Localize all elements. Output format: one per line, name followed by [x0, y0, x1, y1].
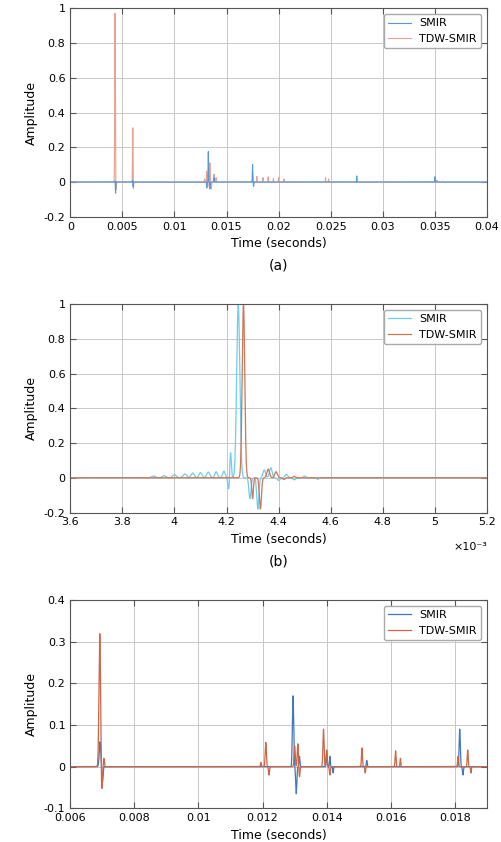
SMIR	[405, 177, 411, 187]
SMIR	[379, 177, 385, 187]
TDW-SMIR	[421, 177, 427, 187]
SMIR	[200, 177, 206, 187]
SMIR	[290, 690, 296, 701]
TDW-SMIR	[113, 184, 119, 195]
TDW-SMIR	[97, 629, 103, 639]
Line: TDW-SMIR: TDW-SMIR	[70, 304, 486, 509]
SMIR	[282, 762, 288, 772]
SMIR	[421, 177, 427, 187]
Line: SMIR: SMIR	[70, 304, 486, 509]
TDW-SMIR	[435, 177, 441, 187]
Line: SMIR: SMIR	[70, 695, 486, 794]
SMIR	[67, 762, 73, 772]
X-axis label: Time (seconds): Time (seconds)	[230, 829, 326, 842]
Y-axis label: Amplitude: Amplitude	[25, 376, 38, 440]
SMIR	[466, 472, 472, 482]
TDW-SMIR	[483, 762, 489, 772]
Legend: SMIR, TDW-SMIR: SMIR, TDW-SMIR	[383, 605, 480, 640]
SMIR	[235, 299, 241, 309]
SMIR	[112, 188, 118, 198]
X-axis label: Time (seconds): Time (seconds)	[230, 533, 326, 546]
TDW-SMIR	[240, 299, 246, 309]
TDW-SMIR	[398, 472, 404, 482]
Line: TDW-SMIR: TDW-SMIR	[70, 13, 486, 189]
TDW-SMIR	[94, 760, 100, 770]
TDW-SMIR	[405, 177, 411, 187]
TDW-SMIR	[282, 762, 288, 772]
SMIR	[172, 470, 178, 480]
Text: (a): (a)	[269, 258, 288, 273]
TDW-SMIR	[172, 472, 178, 482]
TDW-SMIR	[386, 762, 392, 772]
TDW-SMIR	[200, 177, 206, 187]
Legend: SMIR, TDW-SMIR: SMIR, TDW-SMIR	[383, 310, 480, 344]
TDW-SMIR	[149, 762, 155, 772]
TDW-SMIR	[454, 756, 460, 766]
SMIR	[293, 789, 299, 799]
TDW-SMIR	[67, 762, 73, 772]
SMIR	[483, 177, 489, 187]
X-axis label: Time (seconds): Time (seconds)	[230, 237, 326, 250]
Text: (b): (b)	[268, 554, 288, 568]
TDW-SMIR	[99, 783, 105, 793]
TDW-SMIR	[108, 472, 114, 482]
SMIR	[94, 761, 100, 771]
SMIR	[435, 177, 441, 187]
Line: SMIR: SMIR	[70, 152, 486, 193]
SMIR	[483, 472, 489, 482]
Text: ×10⁻³: ×10⁻³	[452, 541, 486, 552]
SMIR	[91, 762, 97, 772]
TDW-SMIR	[466, 472, 472, 482]
SMIR	[454, 761, 460, 771]
TDW-SMIR	[483, 472, 489, 482]
SMIR	[386, 762, 392, 772]
Y-axis label: Amplitude: Amplitude	[25, 672, 38, 736]
TDW-SMIR	[67, 472, 73, 482]
Legend: SMIR, TDW-SMIR: SMIR, TDW-SMIR	[383, 14, 480, 49]
TDW-SMIR	[408, 472, 414, 482]
SMIR	[205, 147, 211, 157]
SMIR	[67, 472, 73, 482]
TDW-SMIR	[91, 762, 97, 772]
TDW-SMIR	[436, 472, 442, 482]
SMIR	[483, 762, 489, 772]
TDW-SMIR	[112, 8, 118, 19]
SMIR	[408, 472, 414, 482]
SMIR	[255, 504, 261, 514]
SMIR	[113, 177, 119, 187]
TDW-SMIR	[379, 177, 385, 187]
SMIR	[67, 177, 73, 187]
TDW-SMIR	[67, 177, 73, 187]
TDW-SMIR	[113, 177, 119, 187]
Line: TDW-SMIR: TDW-SMIR	[70, 634, 486, 788]
TDW-SMIR	[257, 504, 263, 514]
TDW-SMIR	[483, 177, 489, 187]
SMIR	[108, 472, 114, 482]
SMIR	[149, 762, 155, 772]
Y-axis label: Amplitude: Amplitude	[25, 81, 38, 145]
SMIR	[398, 472, 404, 482]
SMIR	[436, 472, 442, 482]
